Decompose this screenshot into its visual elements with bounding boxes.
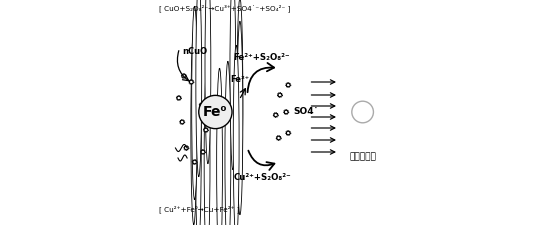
Text: SO4˙: SO4˙ xyxy=(293,108,318,117)
Polygon shape xyxy=(192,159,197,165)
Text: 目标污染物: 目标污染物 xyxy=(349,152,376,161)
Ellipse shape xyxy=(225,61,231,225)
FancyArrowPatch shape xyxy=(248,63,274,92)
Ellipse shape xyxy=(192,6,197,200)
Polygon shape xyxy=(203,127,208,133)
Text: Cu²⁺+S₂O₈²⁻: Cu²⁺+S₂O₈²⁻ xyxy=(234,173,292,182)
Polygon shape xyxy=(183,145,189,151)
Ellipse shape xyxy=(204,65,210,225)
Polygon shape xyxy=(283,109,289,115)
Ellipse shape xyxy=(237,21,243,215)
Polygon shape xyxy=(180,119,185,125)
Polygon shape xyxy=(200,149,206,155)
Ellipse shape xyxy=(216,68,222,225)
Polygon shape xyxy=(276,135,281,141)
Ellipse shape xyxy=(195,51,201,225)
Text: [ CuO+S₂O₈²⁻→Cu³⁺+SO4˙⁻+SO₄²⁻ ]: [ CuO+S₂O₈²⁻→Cu³⁺+SO4˙⁻+SO₄²⁻ ] xyxy=(159,4,291,12)
Text: Fe²⁺: Fe²⁺ xyxy=(230,74,249,83)
Ellipse shape xyxy=(196,0,202,177)
Polygon shape xyxy=(273,112,279,118)
Polygon shape xyxy=(286,82,291,88)
Polygon shape xyxy=(181,73,187,79)
Polygon shape xyxy=(189,79,194,85)
Polygon shape xyxy=(277,92,282,98)
Ellipse shape xyxy=(191,31,197,225)
FancyArrowPatch shape xyxy=(248,151,274,170)
Polygon shape xyxy=(199,102,204,108)
Polygon shape xyxy=(176,95,181,101)
Polygon shape xyxy=(286,130,291,136)
Ellipse shape xyxy=(230,0,236,170)
Circle shape xyxy=(352,101,373,123)
Text: [ Cu²⁺+Fe⁰→Cu+Fe²⁺ ]: [ Cu²⁺+Fe⁰→Cu+Fe²⁺ ] xyxy=(159,205,240,213)
Circle shape xyxy=(199,95,232,129)
Text: nCuO: nCuO xyxy=(182,47,207,56)
Ellipse shape xyxy=(233,45,239,225)
Text: Fe⁰: Fe⁰ xyxy=(203,105,228,119)
Ellipse shape xyxy=(237,0,243,192)
Ellipse shape xyxy=(205,0,211,164)
Text: Fe²⁺+S₂O₈²⁻: Fe²⁺+S₂O₈²⁻ xyxy=(233,52,289,61)
